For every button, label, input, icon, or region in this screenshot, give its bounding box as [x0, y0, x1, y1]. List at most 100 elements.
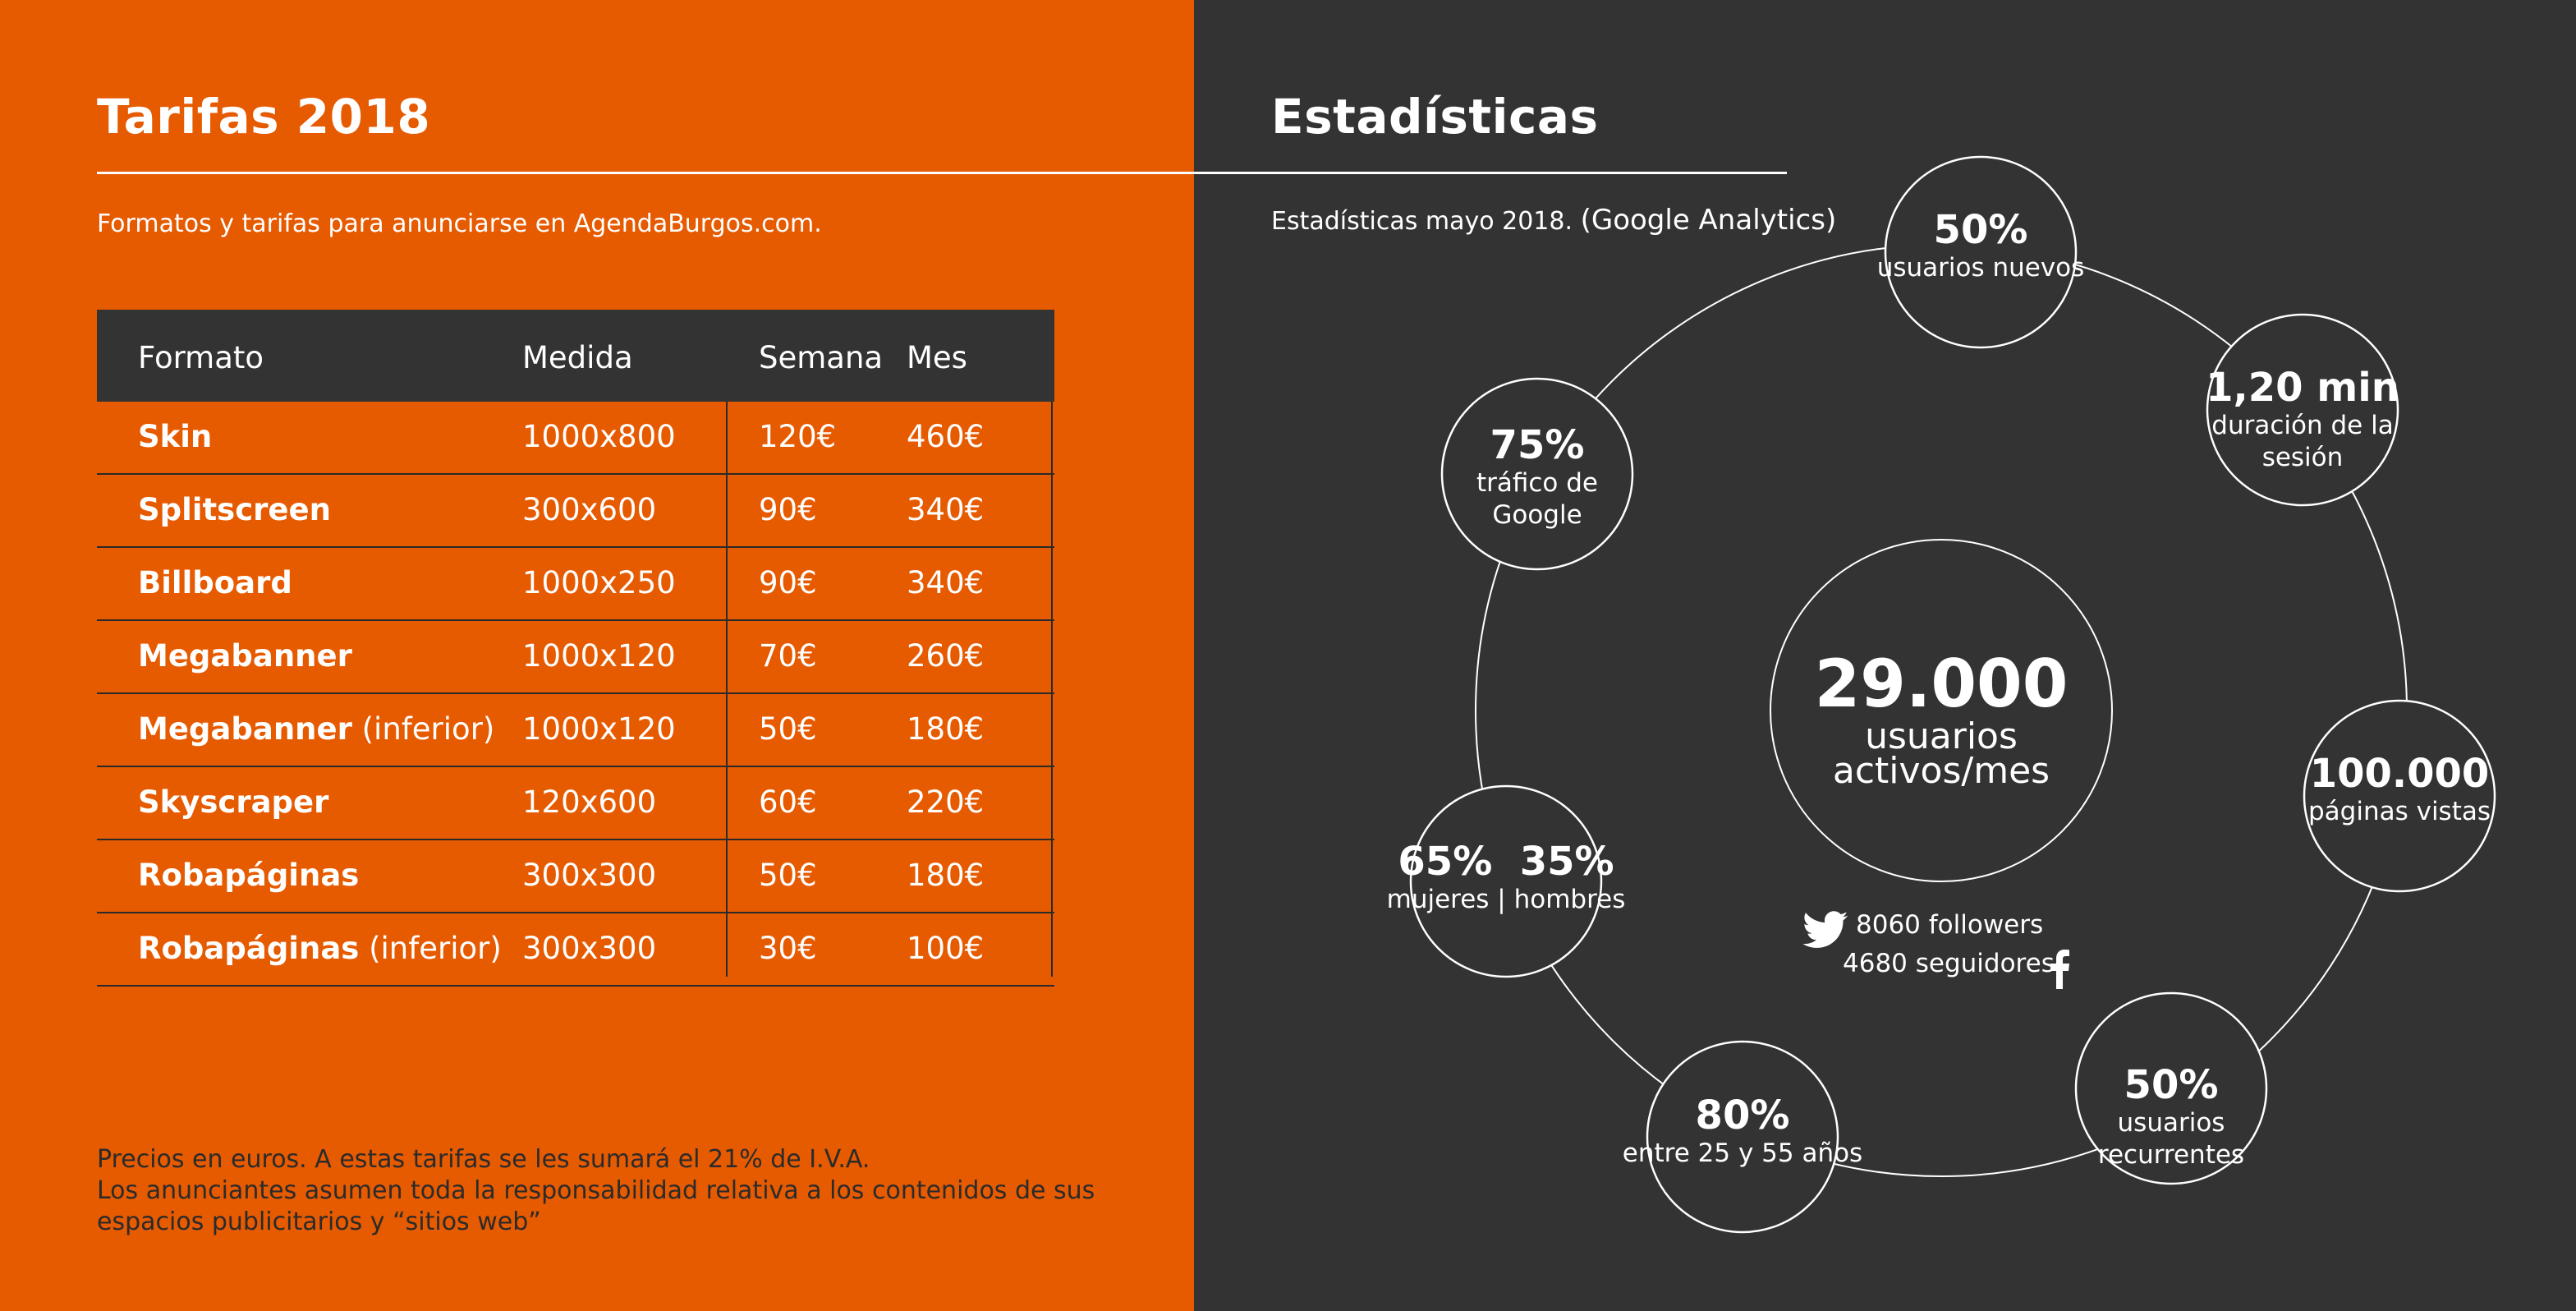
circle-recurring [2074, 991, 2268, 1185]
table-column-divider [726, 402, 728, 977]
cell-month: 460€ [907, 419, 985, 454]
tariffs-subtitle: Formatos y tarifas para anunciarse en Ag… [97, 209, 822, 238]
cell-month: 180€ [907, 858, 985, 893]
header-format: Formato [138, 340, 264, 375]
format-name: Billboard [138, 565, 292, 600]
cell-month: 340€ [907, 492, 985, 527]
session-label-2: sesión [2261, 443, 2344, 472]
stat-pages: 100.000 páginas vistas [2293, 752, 2506, 828]
stat-gender: 65% 35% mujeres | hombres [1383, 840, 1629, 916]
cell-size: 1000x800 [522, 419, 676, 454]
age-label: entre 25 y 55 años [1622, 1138, 1863, 1168]
table-row: Skin 1000x800 120€ 460€ [97, 402, 1054, 475]
circle-new-users [1884, 155, 2078, 349]
header-size: Medida [522, 340, 633, 375]
active-users-value: 29.000 [1814, 646, 2069, 722]
format-name: Megabanner [138, 638, 352, 674]
cell-format: Megabanner [138, 621, 352, 692]
footnote-line-3: espacios publicitarios y “sitios web” [97, 1208, 541, 1236]
table-right-border [1051, 402, 1053, 977]
table-row: Megabanner 1000x120 70€ 260€ [97, 621, 1054, 694]
header-week: Semana [759, 340, 884, 375]
new-users-label: usuarios nuevos [1876, 253, 2085, 283]
cell-size: 300x300 [522, 858, 657, 893]
cell-size: 1000x120 [522, 711, 676, 747]
twitter-followers: 8060 followers [1856, 910, 2044, 940]
circle-google [1440, 377, 1634, 571]
footnote-line-1: Precios en euros. A estas tarifas se les… [97, 1145, 870, 1174]
cell-week: 60€ [759, 784, 817, 820]
stat-recurring: 50% usuarios recurrentes [2064, 1063, 2278, 1171]
format-name: Splitscreen [138, 492, 331, 527]
cell-month: 100€ [907, 931, 985, 966]
format-name: Skin [138, 419, 213, 454]
recurring-label-2: recurrentes [2097, 1140, 2245, 1170]
cell-week: 50€ [759, 711, 817, 747]
pages-value: 100.000 [2309, 751, 2490, 797]
statistics-title: Estadísticas [1271, 89, 1599, 145]
cell-week: 70€ [759, 638, 817, 674]
format-name: Skyscraper [138, 784, 329, 820]
cell-format: Billboard [138, 548, 292, 619]
google-label-1: tráfico de [1476, 468, 1599, 498]
circle-gender [1409, 784, 1603, 978]
active-users-label-1: usuarios [1865, 715, 2018, 757]
center-circle [1770, 539, 2113, 882]
stat-session: 1,20 min duración de la sesión [2196, 366, 2409, 474]
stat-age: 80% entre 25 y 55 años [1619, 1093, 1866, 1170]
cell-week: 50€ [759, 858, 817, 893]
cell-format: Robapáginas (inferior) [138, 913, 502, 984]
gender-label: mujeres | hombres [1386, 885, 1626, 914]
statistics-subtitle-date: Estadísticas mayo 2018. [1271, 207, 1573, 236]
cell-size: 300x300 [522, 931, 657, 966]
recurring-label-1: usuarios [2117, 1108, 2225, 1138]
facebook-followers: 4680 seguidores [1843, 949, 2055, 978]
table-header: Formato Medida Semana Mes [97, 310, 1054, 402]
cell-format: Skyscraper [138, 767, 328, 838]
table-row: Robapáginas 300x300 50€ 180€ [97, 840, 1054, 913]
format-suffix: (inferior) [351, 711, 495, 747]
circle-session [2206, 313, 2399, 507]
stat-google: 75% tráfico de Google [1430, 423, 1644, 531]
active-users-label-2: activos/mes [1832, 750, 2050, 792]
stat-active-users: 29.000 usuarios activos/mes [1777, 649, 2105, 789]
age-value: 80% [1695, 1092, 1790, 1138]
gender-value: 65% 35% [1398, 839, 1614, 885]
google-value: 75% [1490, 422, 1585, 468]
table-row: Splitscreen 300x600 90€ 340€ [97, 475, 1054, 548]
cell-week: 90€ [759, 565, 817, 600]
recurring-value: 50% [2124, 1062, 2219, 1108]
statistics-subtitle-source: (Google Analytics) [1580, 204, 1837, 237]
cell-format: Megabanner (inferior) [138, 694, 494, 765]
session-value: 1,20 min [2206, 365, 2399, 411]
statistics-subtitle: Estadísticas mayo 2018. (Google Analytic… [1271, 204, 1836, 237]
table-row: Robapáginas (inferior) 300x300 30€ 100€ [97, 913, 1054, 987]
twitter-icon [1802, 911, 1848, 948]
format-suffix: (inferior) [359, 931, 502, 966]
format-name: Megabanner [138, 711, 352, 747]
cell-size: 1000x250 [522, 565, 676, 600]
circle-pages [2303, 699, 2496, 893]
pages-label: páginas vistas [2307, 797, 2491, 826]
format-name: Robapáginas [138, 931, 360, 966]
cell-format: Splitscreen [138, 475, 331, 545]
new-users-value: 50% [1933, 207, 2028, 253]
cell-week: 120€ [759, 419, 837, 454]
cell-month: 260€ [907, 638, 985, 674]
table-row: Skyscraper 120x600 60€ 220€ [97, 767, 1054, 840]
tariffs-panel [0, 0, 1194, 1311]
cell-size: 1000x120 [522, 638, 676, 674]
google-label-2: Google [1492, 500, 1582, 530]
header-divider [97, 172, 1787, 174]
cell-month: 220€ [907, 784, 985, 820]
tariffs-title: Tarifas 2018 [97, 89, 431, 145]
rates-table: Formato Medida Semana Mes Skin 1000x800 12… [97, 310, 1054, 987]
table-body: Skin 1000x800 120€ 460€ Splitscreen 300x600 90… [97, 402, 1054, 987]
footnote: Precios en euros. A estas tarifas se les… [97, 1144, 1164, 1238]
header-month: Mes [907, 340, 967, 375]
cell-month: 180€ [907, 711, 985, 747]
circle-age [1646, 1040, 1839, 1234]
cell-week: 90€ [759, 492, 817, 527]
cell-size: 120x600 [522, 784, 657, 820]
facebook-icon [2050, 950, 2069, 989]
